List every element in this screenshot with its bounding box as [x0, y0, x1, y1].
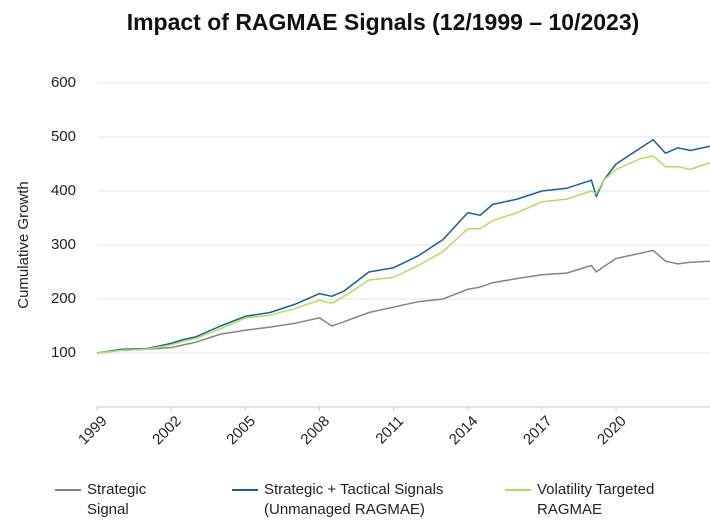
legend-label: Volatility Targeted RAGMAE [537, 481, 655, 518]
x-tick-label: 2008 [297, 413, 333, 449]
y-tick-label: 200 [51, 290, 76, 307]
y-tick-label: 500 [51, 128, 76, 145]
chart: Impact of RAGMAE Signals (12/1999 – 10/2… [15, 9, 710, 449]
x-tick-label: 2014 [446, 413, 482, 449]
legend-swatch [55, 489, 81, 491]
legend-item: Volatility Targeted RAGMAE [505, 480, 675, 520]
legend-label: Strategic Signal [87, 481, 147, 518]
y-axis-label: Cumulative Growth [15, 181, 32, 309]
legend-swatch [505, 489, 531, 491]
legend-swatch [232, 489, 258, 491]
x-tick-label: 2002 [149, 413, 185, 449]
legend: Strategic Signal Strategic + Tactical Sig… [0, 480, 710, 522]
series-line [96, 155, 710, 354]
legend-item: Strategic + Tactical Signals (Unmanaged … [232, 480, 472, 520]
x-tick-label: 2020 [594, 413, 630, 449]
x-tick-label: 1999 [75, 413, 111, 449]
legend-label: Strategic + Tactical Signals (Unmanaged … [264, 481, 444, 518]
x-tick-label: 2005 [223, 413, 259, 449]
legend-item: Strategic Signal [55, 480, 185, 520]
y-tick-label: 100 [51, 344, 76, 361]
y-tick-label: 400 [51, 182, 76, 199]
series-line [96, 138, 710, 354]
series-line [96, 249, 710, 354]
chart-title: Impact of RAGMAE Signals (12/1999 – 10/2… [127, 9, 640, 35]
y-tick-label: 600 [51, 74, 76, 91]
x-tick-label: 2011 [372, 413, 407, 448]
y-tick-label: 300 [51, 236, 76, 253]
x-tick-label: 2017 [520, 413, 556, 449]
